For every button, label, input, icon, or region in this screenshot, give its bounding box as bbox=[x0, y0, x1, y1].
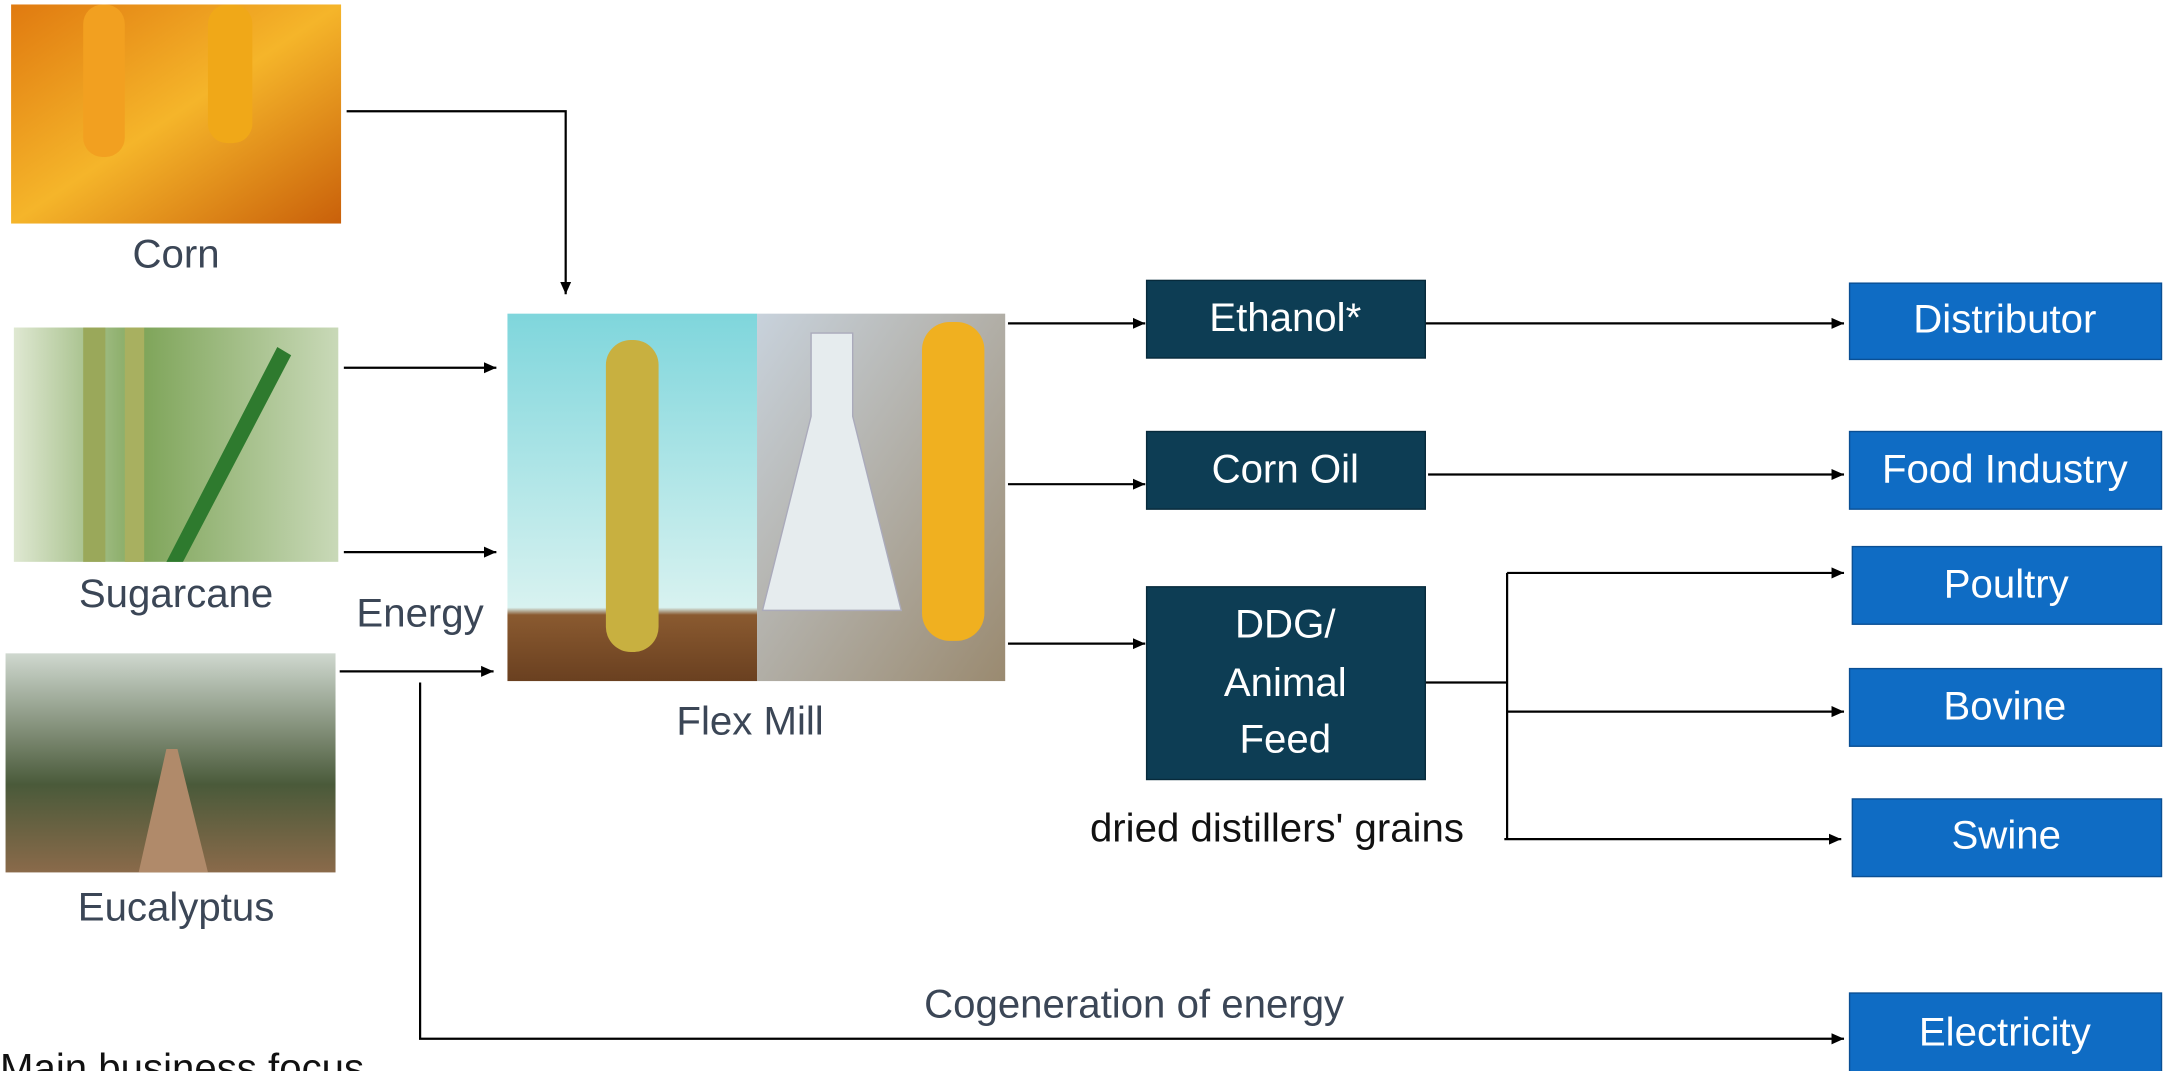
output-label: Poultry bbox=[1944, 561, 2070, 606]
product-label: DDG/ bbox=[1235, 602, 1336, 647]
output-label: Distributor bbox=[1913, 297, 2096, 342]
product-label: Animal bbox=[1224, 660, 1347, 705]
edge-label: Cogeneration of energy bbox=[924, 982, 1345, 1027]
output-label: Bovine bbox=[1943, 683, 2066, 728]
output-label: Swine bbox=[1952, 812, 2061, 857]
connector bbox=[1425, 573, 1507, 839]
input-label: Sugarcane bbox=[79, 571, 273, 616]
output-label: Food Industry bbox=[1882, 446, 2129, 491]
eucalyptus-photo bbox=[6, 653, 336, 872]
diagram: Corn Sugarcane Eucalyptus Energy Flex Mi… bbox=[0, 0, 2174, 1071]
footer-note: Main business focus bbox=[0, 1045, 364, 1071]
product-note: dried distillers' grains bbox=[1090, 805, 1464, 850]
input-label: Eucalyptus bbox=[78, 884, 275, 929]
flex-mill-photo bbox=[507, 314, 1005, 681]
output-label: Electricity bbox=[1919, 1009, 2092, 1054]
product-label: Feed bbox=[1239, 717, 1331, 762]
mill-label: Flex Mill bbox=[676, 699, 823, 744]
product-label: Corn Oil bbox=[1212, 446, 1359, 491]
product-label: Ethanol* bbox=[1209, 295, 1361, 340]
input-label: Corn bbox=[133, 231, 220, 276]
sugarcane-photo bbox=[14, 328, 338, 562]
arrow bbox=[347, 111, 566, 294]
edge-label: Energy bbox=[356, 591, 484, 636]
corn-photo bbox=[11, 4, 341, 223]
